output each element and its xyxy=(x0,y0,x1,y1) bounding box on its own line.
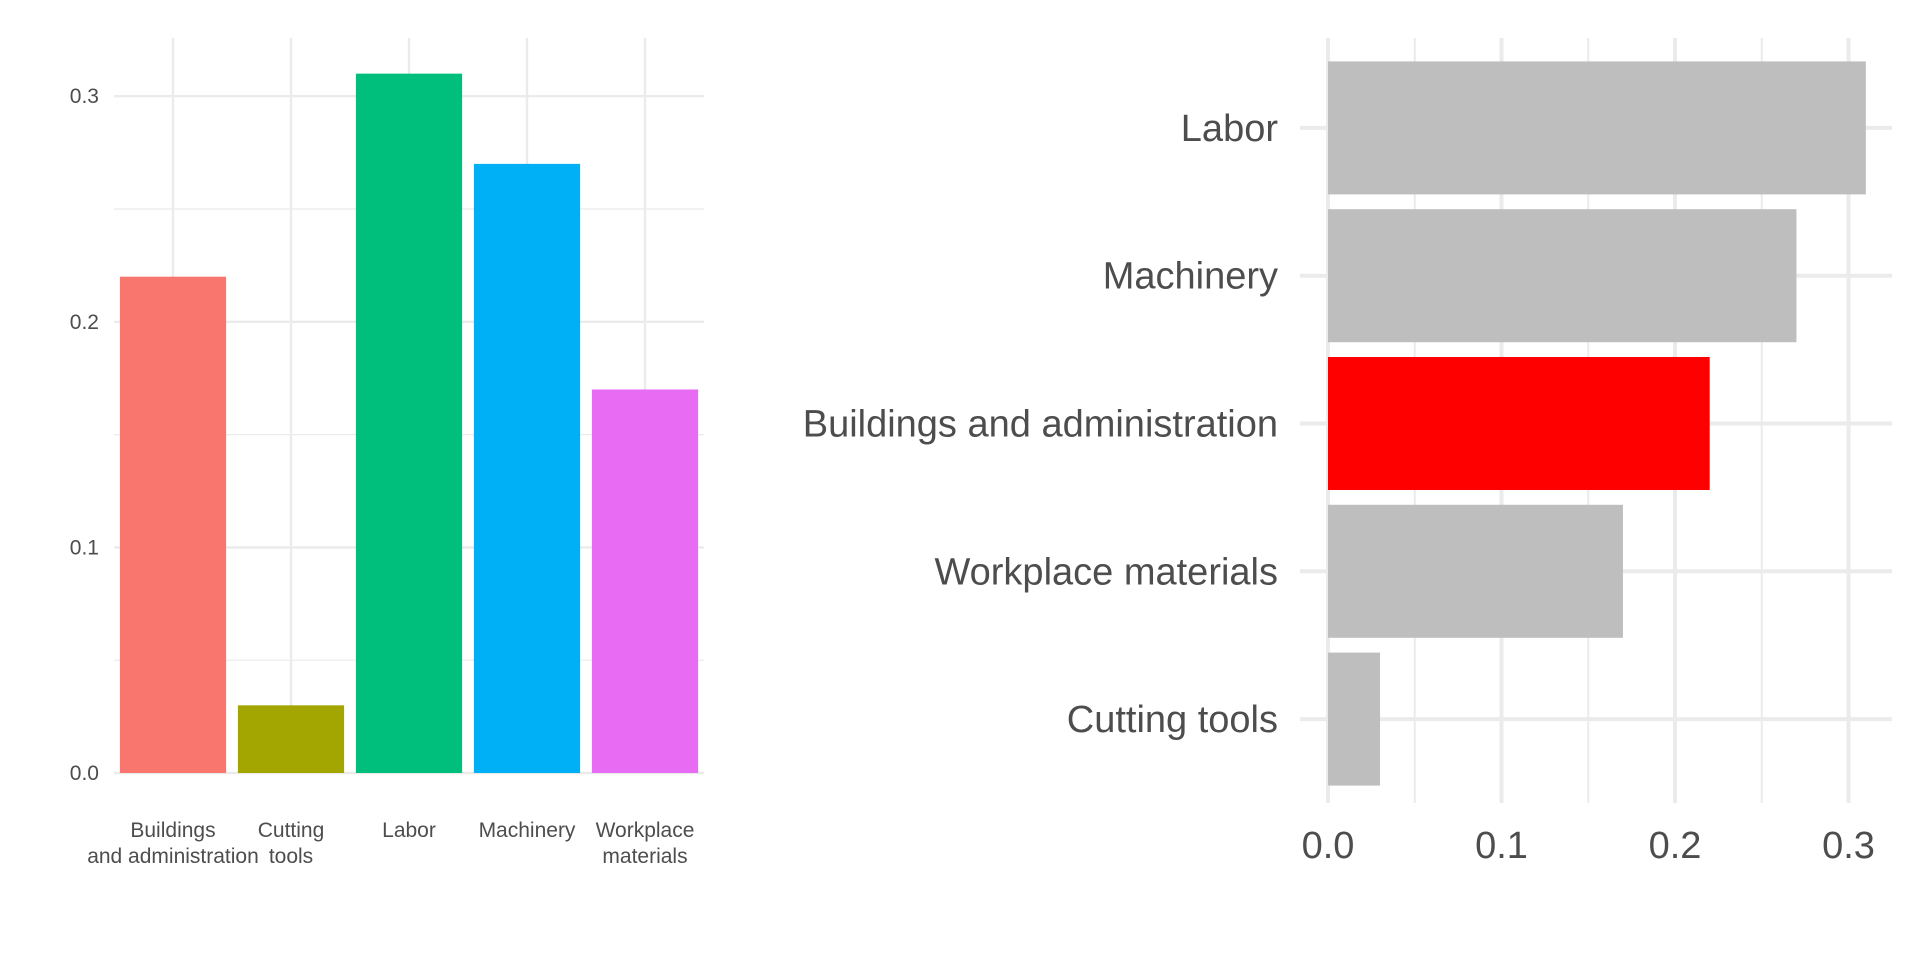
right-bar-chart: Labor Machinery Buildings and administrati… xyxy=(803,38,1892,867)
bar xyxy=(1328,652,1381,786)
y-category-label: Workplace materials xyxy=(934,551,1278,593)
bar xyxy=(1328,356,1710,491)
x-tick-label: Machinery xyxy=(479,819,576,842)
x-tick-label: Labor xyxy=(382,819,436,842)
y-category-label: Machinery xyxy=(1103,256,1278,298)
bar xyxy=(119,276,227,773)
y-category-label: Labor xyxy=(1181,108,1279,150)
y-category-label: Cutting tools xyxy=(1067,699,1278,741)
x-tick-label: Workplace materials xyxy=(596,819,695,868)
x-tick-label: Buildings and administration xyxy=(87,819,259,868)
left-bar-chart: 0.0 0.1 0.2 0.3 Buildings and administrationC… xyxy=(70,38,704,868)
x-tick-label: 0.2 xyxy=(1649,825,1702,867)
y-category-label: Buildings and administration xyxy=(803,404,1278,446)
bar xyxy=(1328,209,1797,343)
x-tick-label: 0.0 xyxy=(1302,825,1355,867)
y-tick-label: 0.3 xyxy=(70,85,99,108)
bar xyxy=(1328,61,1866,195)
x-tick-label: 0.1 xyxy=(1475,825,1528,867)
x-tick-label: 0.3 xyxy=(1822,825,1875,867)
bar xyxy=(1328,504,1623,638)
bar xyxy=(237,705,345,773)
y-tick-label: 0.2 xyxy=(70,311,99,334)
x-tick-label: Cutting tools xyxy=(258,819,325,868)
bar xyxy=(473,163,581,773)
bar xyxy=(355,73,463,773)
y-tick-label: 0.0 xyxy=(70,762,99,785)
y-tick-label: 0.1 xyxy=(70,536,99,559)
bar xyxy=(591,389,699,773)
